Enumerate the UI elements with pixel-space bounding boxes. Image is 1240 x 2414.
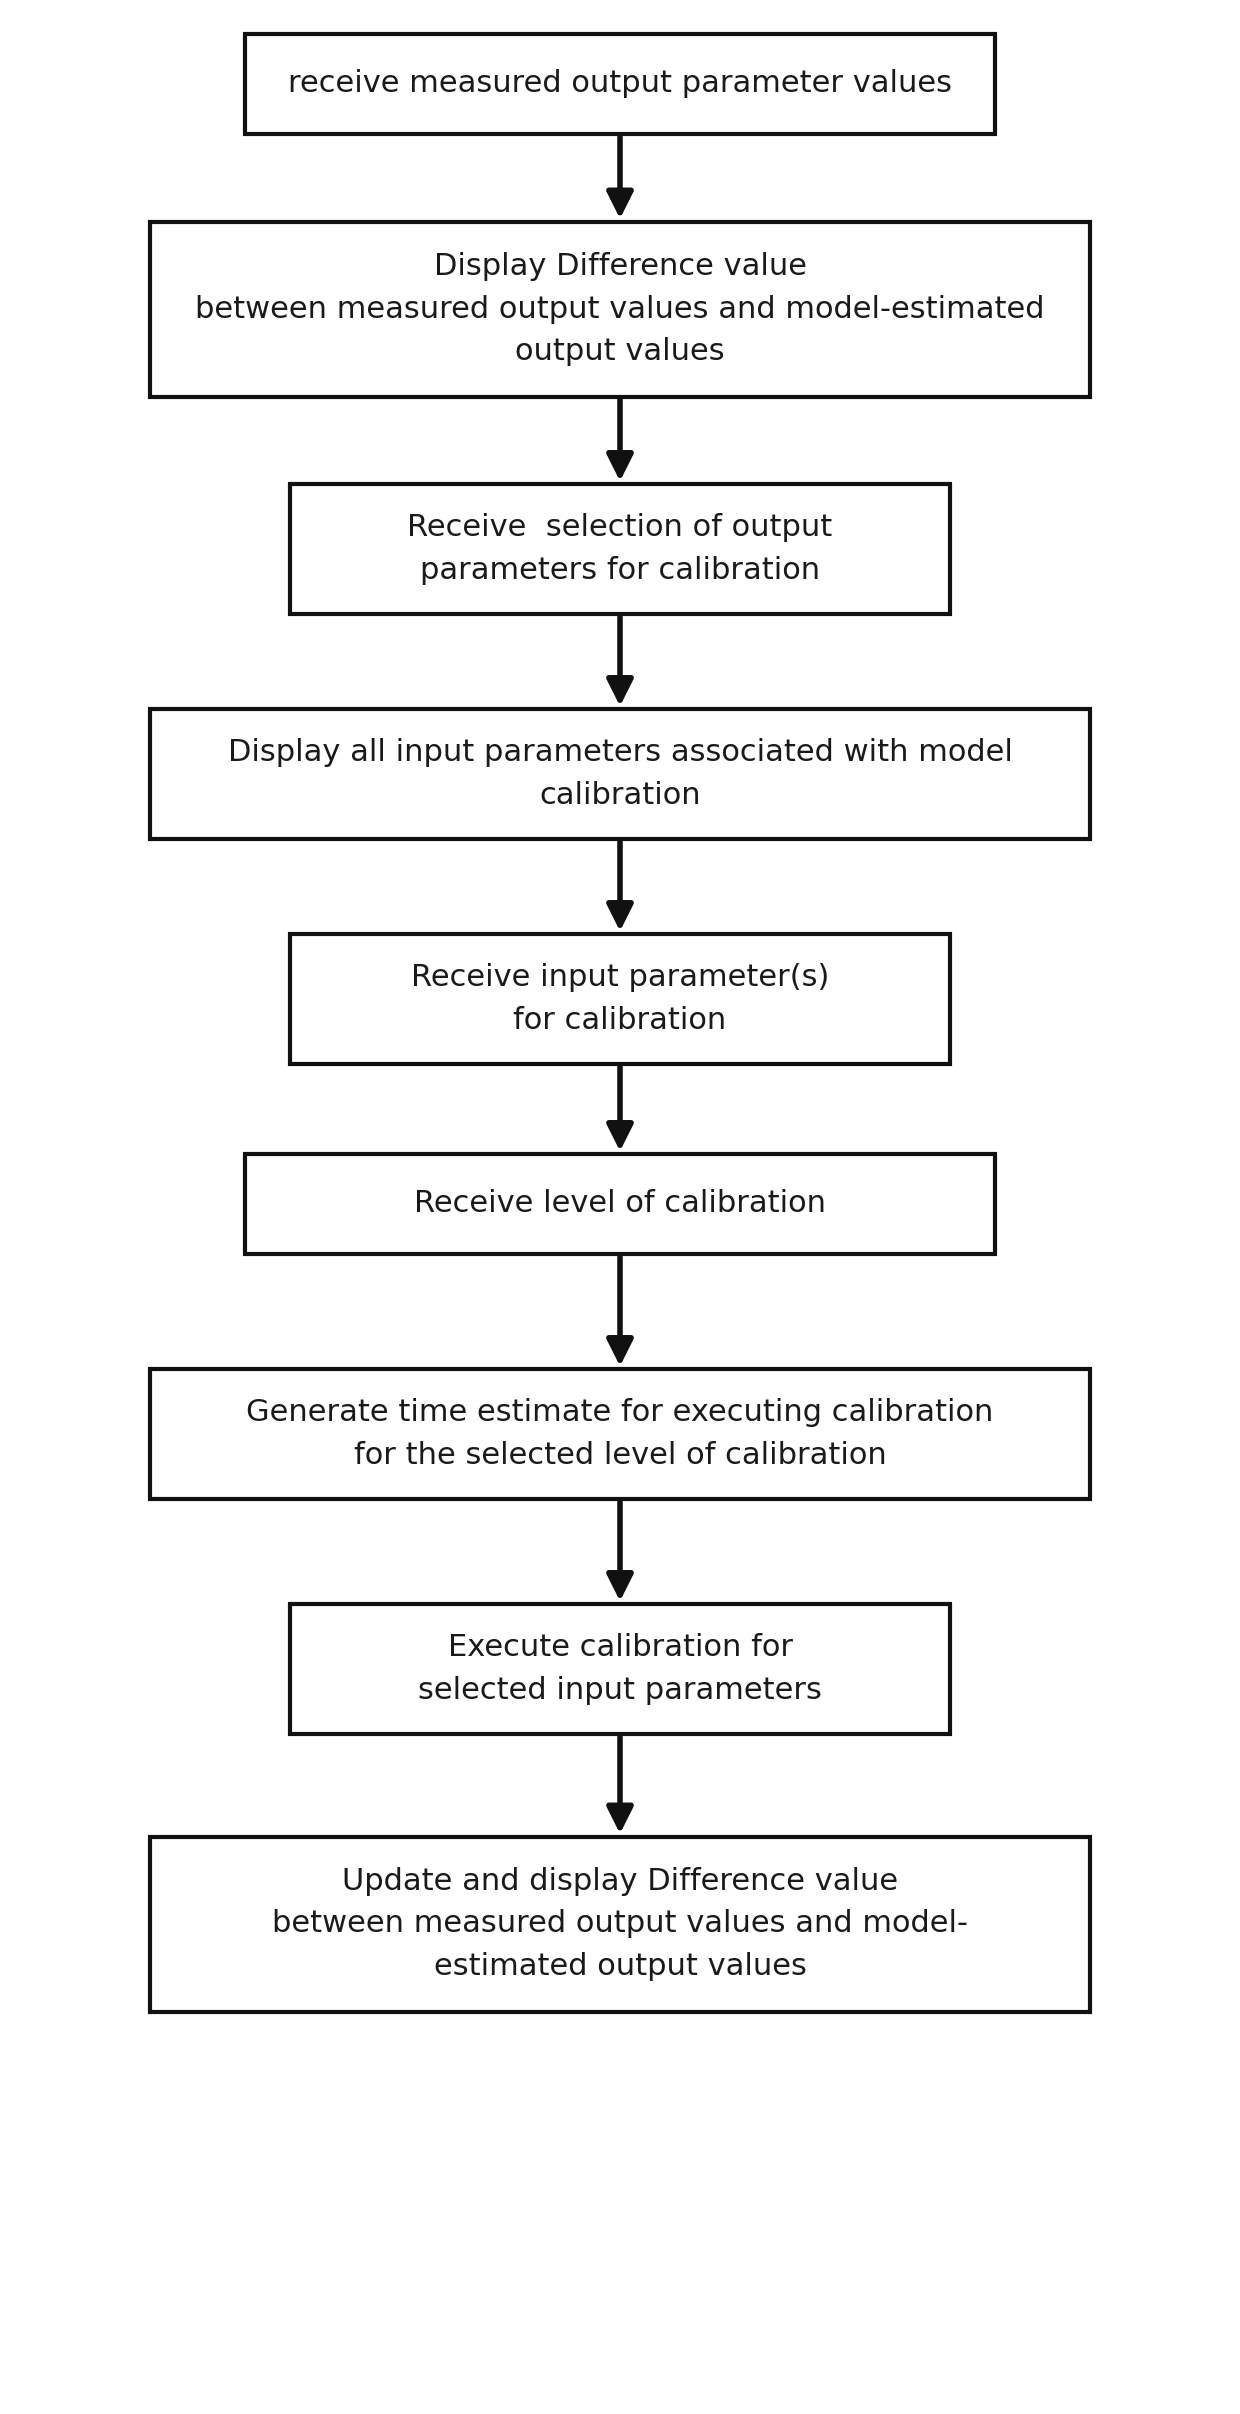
- Text: Execute calibration for
selected input parameters: Execute calibration for selected input p…: [418, 1634, 822, 1704]
- FancyBboxPatch shape: [150, 222, 1090, 396]
- Text: Receive input parameter(s)
for calibration: Receive input parameter(s) for calibrati…: [410, 963, 830, 1036]
- FancyBboxPatch shape: [150, 710, 1090, 840]
- FancyBboxPatch shape: [290, 483, 950, 613]
- Text: Display all input parameters associated with model
calibration: Display all input parameters associated …: [228, 739, 1012, 811]
- Text: Receive level of calibration: Receive level of calibration: [414, 1190, 826, 1219]
- Text: Update and display Difference value
between measured output values and model-
es: Update and display Difference value betw…: [272, 1866, 968, 1982]
- FancyBboxPatch shape: [246, 1154, 994, 1253]
- FancyBboxPatch shape: [150, 1369, 1090, 1499]
- Text: Generate time estimate for executing calibration
for the selected level of calib: Generate time estimate for executing cal…: [247, 1398, 993, 1470]
- FancyBboxPatch shape: [150, 1837, 1090, 2011]
- FancyBboxPatch shape: [290, 1603, 950, 1733]
- Text: Display Difference value
between measured output values and model-estimated
outp: Display Difference value between measure…: [195, 251, 1045, 367]
- Text: receive measured output parameter values: receive measured output parameter values: [288, 70, 952, 99]
- FancyBboxPatch shape: [246, 34, 994, 135]
- Text: Receive  selection of output
parameters for calibration: Receive selection of output parameters f…: [408, 514, 832, 584]
- FancyBboxPatch shape: [290, 934, 950, 1065]
